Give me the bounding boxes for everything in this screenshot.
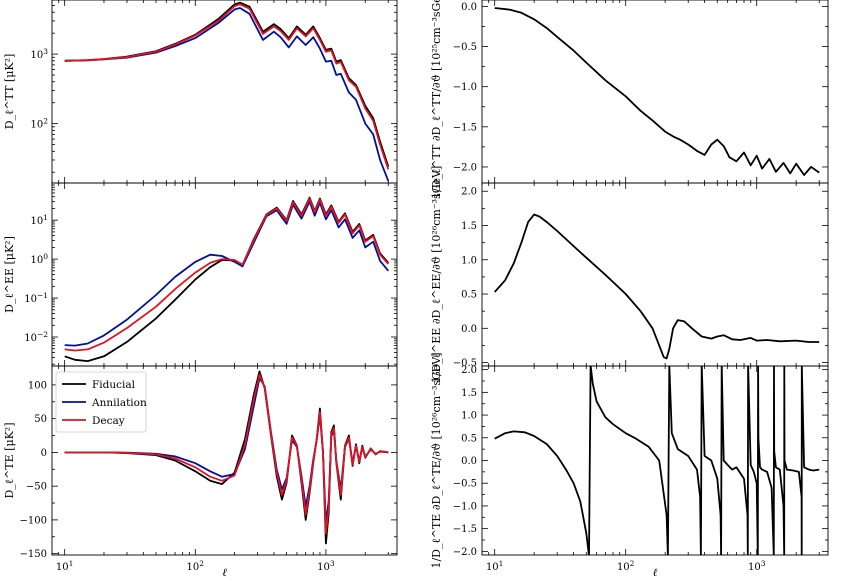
y-tick-label: 100 <box>28 380 47 391</box>
axes-frame <box>481 0 829 184</box>
legend-box <box>55 371 147 433</box>
y-tick-label: 1.5 <box>461 221 477 232</box>
y-axis-label-text: D_ℓ^EE [μK²] <box>3 236 16 313</box>
series-line-decay <box>64 197 389 352</box>
panel-top-left: 102 103 D_ℓ^TT [μK²] <box>3 0 398 184</box>
series-line-fiducial <box>64 1 390 167</box>
y-tick-label: −1.5 <box>453 122 477 133</box>
series-group <box>494 366 820 555</box>
legend-label: Decay <box>92 415 125 427</box>
axes-frame <box>51 365 398 556</box>
y-axis-label: 1/D_ℓ^TT ∂D_ℓ^TT/∂ϑ [10²⁵cm⁻³sGeV] <box>430 0 443 199</box>
y-tick-label: −0.5 <box>453 479 477 490</box>
y-axis-label-text: D_ℓ^TE [μK²] <box>3 422 16 498</box>
series-line-annilation <box>64 7 390 182</box>
x-tick-label: 103 <box>748 559 766 573</box>
series-line-decay <box>64 3 390 170</box>
legend: Fiducial Annilation Decay <box>55 371 147 433</box>
x-axis-label: ℓ <box>653 566 658 579</box>
y-tick-label: 0.5 <box>461 290 477 301</box>
y-tick-label: −0.5 <box>453 42 477 53</box>
series-group <box>64 1 390 182</box>
y-tick-label: 1.0 <box>461 411 477 422</box>
y-tick-label: 100 <box>30 252 48 266</box>
panel-bottom-left: 101 102 103 ℓ −150 −100 −50 0 50 100 D_ℓ^TE [μK²] F… <box>3 365 398 579</box>
series-group <box>64 196 389 362</box>
y-tick-label: 2.0 <box>461 365 477 376</box>
axes-frame <box>481 365 829 556</box>
panel-middle-right: −0.5 0.0 0.5 1.0 1.5 2.0 1/D_ℓ^EE ∂D_ℓ^EE/∂ϑ [… <box>430 166 829 383</box>
y-axis-label: 1/D_ℓ^EE ∂D_ℓ^EE/∂ϑ [10²⁶cm⁻³sGeV] <box>430 166 443 383</box>
series-line-fiducial <box>494 213 820 360</box>
x-tick-label: 102 <box>187 559 205 573</box>
axes-frame <box>51 182 398 367</box>
y-tick-label: −1.5 <box>453 524 477 535</box>
y-tick-label: −2.0 <box>453 547 477 558</box>
y-tick-label: 103 <box>30 47 48 61</box>
y-tick-label: 10−1 <box>24 291 48 305</box>
y-tick-label: −1.0 <box>453 501 477 512</box>
y-axis-label-text: 1/D_ℓ^EE ∂D_ℓ^EE/∂ϑ [10²⁶cm⁻³sGeV] <box>430 166 443 383</box>
y-tick-label: 10−2 <box>24 330 48 344</box>
series-line-annilation <box>64 200 389 347</box>
y-tick-label: 0.5 <box>461 433 477 444</box>
y-tick-label: 0.0 <box>461 324 477 335</box>
y-axis-label: 1/D_ℓ^TE ∂D_ℓ^TE/∂ϑ [10²⁶cm⁻³sGeV] <box>430 352 443 568</box>
y-tick-label: −150 <box>20 549 47 560</box>
y-axis-label: D_ℓ^EE [μK²] <box>3 236 16 313</box>
x-tick-label: 103 <box>317 559 335 573</box>
y-tick-label: 1.0 <box>461 255 477 266</box>
legend-label: Fiducial <box>92 379 136 391</box>
x-axis-label: ℓ <box>222 566 227 579</box>
y-axis-label: D_ℓ^TE [μK²] <box>3 422 16 498</box>
axes-frame <box>51 0 398 184</box>
x-tick-label: 101 <box>56 559 74 573</box>
y-axis-label-text: 1/D_ℓ^TE ∂D_ℓ^TE/∂ϑ [10²⁶cm⁻³sGeV] <box>430 352 443 568</box>
series-line-fiducial <box>494 7 820 176</box>
series-line-decay <box>64 373 389 535</box>
axes-frame <box>481 182 829 367</box>
y-tick-label: −50 <box>26 482 47 493</box>
y-axis-label: D_ℓ^TT [μK²] <box>3 54 16 130</box>
y-tick-label: 102 <box>30 117 48 131</box>
x-tick-label: 102 <box>617 559 635 573</box>
y-tick-label: 101 <box>30 213 48 227</box>
y-tick-label: 0 <box>41 448 47 459</box>
x-tick-label: 101 <box>486 559 504 573</box>
y-tick-label: −2.0 <box>453 162 477 173</box>
y-tick-label: −1.0 <box>453 82 477 93</box>
y-axis-label-text: D_ℓ^TT [μK²] <box>3 54 16 130</box>
series-group <box>64 370 389 545</box>
series-group <box>494 7 820 176</box>
y-tick-label: −0.5 <box>453 358 477 369</box>
y-tick-label: 1.5 <box>461 388 477 399</box>
y-tick-label: 2.0 <box>461 187 477 198</box>
y-tick-label: 50 <box>34 414 47 425</box>
y-axis-label-text: 1/D_ℓ^TT ∂D_ℓ^TT/∂ϑ [10²⁵cm⁻³sGeV] <box>430 0 443 199</box>
panel-top-right: −2.0 −1.5 −1.0 −0.5 0.0 1/D_ℓ^TT ∂D_ℓ^TT/∂ϑ [… <box>430 0 829 199</box>
series-line-fiducial <box>494 366 820 555</box>
panel-bottom-right: 101 102 103 ℓ −2.0 −1.5 −1.0 −0.5 0.0 0.5 1.0 1.5 2.… <box>430 352 829 579</box>
y-tick-label: 0.0 <box>461 456 477 467</box>
series-group <box>494 213 820 360</box>
y-tick-label: 0.0 <box>461 2 477 13</box>
panel-middle-left: 10−2 10−1 100 101 D_ℓ^EE [μK²] <box>3 182 398 367</box>
y-tick-label: −100 <box>20 515 47 526</box>
legend-label: Annilation <box>91 397 147 409</box>
